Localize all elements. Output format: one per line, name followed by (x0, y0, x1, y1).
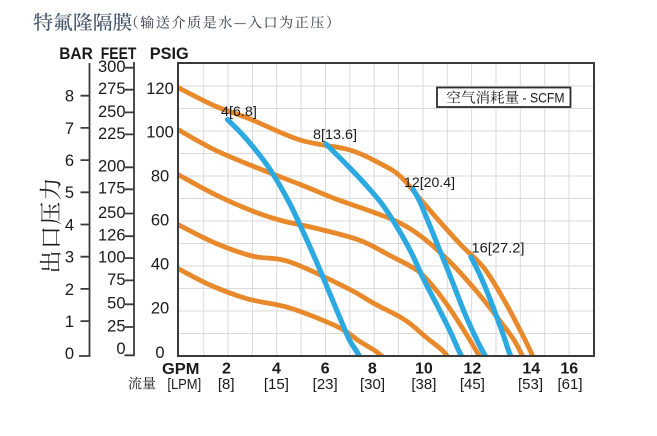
svg-text:[45]: [45] (460, 376, 485, 393)
svg-text:4: 4 (272, 361, 281, 378)
svg-text:0: 0 (65, 345, 74, 363)
svg-text:20: 20 (151, 299, 169, 317)
svg-text:4: 4 (65, 216, 74, 234)
svg-text:40: 40 (151, 255, 169, 273)
svg-text:[LPM]: [LPM] (167, 377, 201, 393)
svg-text:80: 80 (151, 167, 169, 185)
svg-text:10: 10 (415, 361, 433, 378)
svg-text:225: 225 (98, 125, 126, 143)
svg-text:0: 0 (155, 344, 164, 362)
svg-text:[15]: [15] (264, 376, 289, 393)
svg-text:14: 14 (522, 361, 540, 378)
svg-text:PSIG: PSIG (150, 44, 189, 63)
svg-text:[8]: [8] (218, 376, 235, 393)
svg-text:12: 12 (464, 361, 482, 378)
svg-text:100: 100 (98, 249, 126, 267)
svg-text:275: 275 (98, 80, 126, 98)
svg-text:0: 0 (116, 340, 125, 358)
svg-text:300: 300 (98, 58, 126, 76)
svg-text:3: 3 (65, 249, 74, 267)
svg-text:BAR: BAR (59, 44, 93, 63)
svg-text:16[27.2]: 16[27.2] (472, 240, 525, 256)
svg-text:175: 175 (98, 180, 126, 198)
svg-text:250: 250 (98, 103, 126, 121)
svg-text:- SCFM: - SCFM (523, 90, 565, 106)
svg-text:4[6.8]: 4[6.8] (221, 103, 257, 119)
svg-text:6: 6 (321, 361, 330, 378)
svg-text:120: 120 (146, 80, 174, 98)
svg-text:[23]: [23] (313, 376, 338, 393)
svg-text:[38]: [38] (411, 376, 436, 393)
svg-text:200: 200 (98, 158, 126, 176)
svg-text:2: 2 (65, 281, 74, 299)
svg-text:6: 6 (65, 152, 74, 170)
svg-text:60: 60 (151, 211, 169, 229)
svg-text:50: 50 (107, 295, 125, 313)
svg-text:GPM: GPM (162, 361, 199, 378)
svg-text:7: 7 (65, 120, 74, 138)
svg-text:2: 2 (222, 361, 231, 378)
svg-text:[61]: [61] (557, 376, 582, 393)
svg-text:250: 250 (98, 204, 126, 222)
svg-text:FEET: FEET (101, 44, 137, 63)
svg-text:75: 75 (107, 271, 125, 289)
svg-text:100: 100 (146, 123, 174, 141)
svg-text:16: 16 (560, 361, 578, 378)
svg-text:12[20.4]: 12[20.4] (404, 174, 455, 190)
svg-text:1: 1 (65, 313, 74, 331)
svg-text:[53]: [53] (518, 376, 543, 393)
svg-text:[30]: [30] (360, 376, 385, 393)
svg-text:8[13.6]: 8[13.6] (313, 126, 357, 142)
svg-text:8: 8 (368, 361, 377, 378)
svg-text:25: 25 (107, 317, 125, 335)
svg-text:5: 5 (65, 184, 74, 202)
svg-text:8: 8 (65, 88, 74, 106)
svg-text:126: 126 (98, 227, 126, 245)
